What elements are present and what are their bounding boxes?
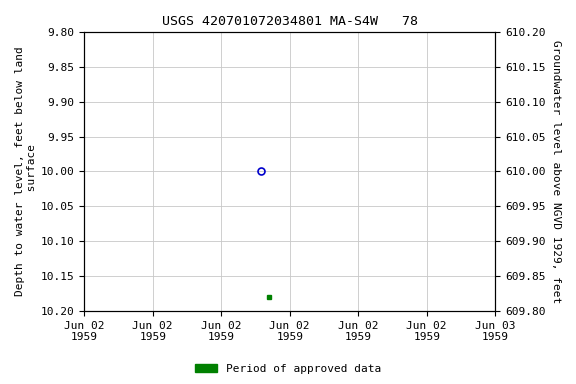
Y-axis label: Depth to water level, feet below land
 surface: Depth to water level, feet below land su… — [15, 46, 37, 296]
Legend: Period of approved data: Period of approved data — [191, 359, 385, 379]
Y-axis label: Groundwater level above NGVD 1929, feet: Groundwater level above NGVD 1929, feet — [551, 40, 561, 303]
Title: USGS 420701072034801 MA-S4W   78: USGS 420701072034801 MA-S4W 78 — [162, 15, 418, 28]
